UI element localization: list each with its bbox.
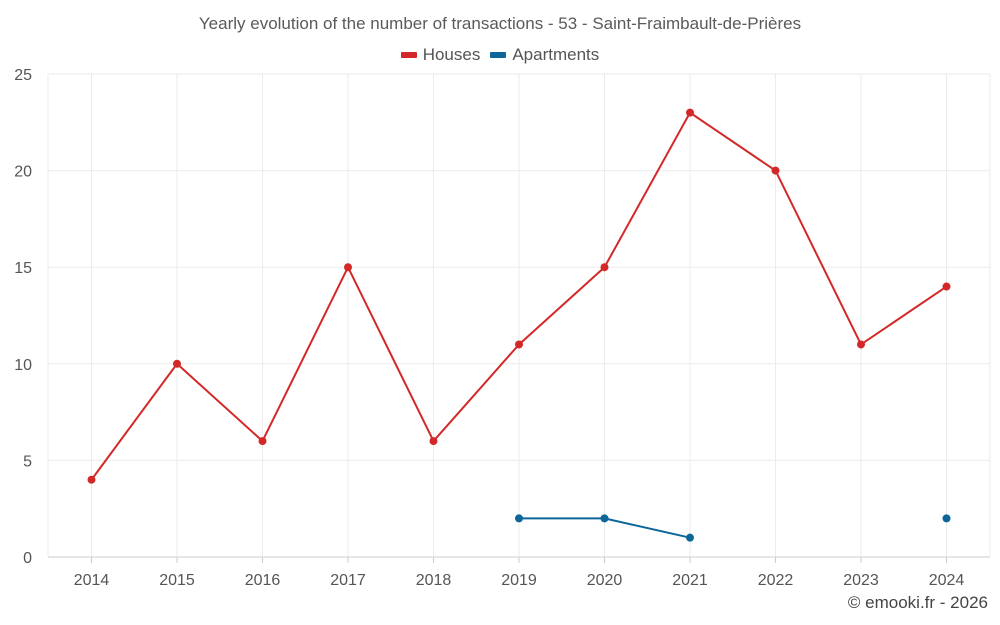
data-point-houses xyxy=(344,263,352,272)
data-point-apartments xyxy=(515,514,523,523)
x-tick-label: 2023 xyxy=(843,572,879,589)
data-point-houses xyxy=(600,263,609,272)
x-tick-label: 2017 xyxy=(330,572,366,589)
x-tick-label: 2018 xyxy=(416,572,452,589)
legend-swatch-houses xyxy=(400,52,417,58)
x-tick-label: 2019 xyxy=(501,572,537,589)
series-apartments xyxy=(515,514,951,542)
x-tick-label: 2015 xyxy=(159,572,195,589)
data-point-houses xyxy=(857,340,865,349)
y-tick-label: 15 xyxy=(14,260,32,277)
x-tick-label: 2020 xyxy=(587,572,623,589)
data-point-apartments xyxy=(600,514,609,523)
credit-text: © emooki.fr - 2026 xyxy=(847,593,988,612)
legend-label-apartments: Apartments xyxy=(512,45,600,64)
data-point-apartments xyxy=(942,514,951,523)
x-axis: 2014 2015 2016 2017 2018 2019 2020 2021 2022 2023… xyxy=(74,557,965,589)
data-point-houses xyxy=(771,166,780,175)
data-point-apartments xyxy=(686,533,694,542)
data-point-houses xyxy=(686,108,694,117)
legend-item-houses[interactable]: Houses xyxy=(400,45,481,65)
grid-lines xyxy=(47,73,991,558)
x-tick-label: 2022 xyxy=(758,572,794,589)
y-tick-label: 0 xyxy=(23,550,32,567)
data-point-houses xyxy=(942,282,951,291)
legend-item-apartments[interactable]: Apartments xyxy=(490,45,599,65)
data-point-houses xyxy=(173,359,181,368)
chart-title: Yearly evolution of the number of transa… xyxy=(198,14,802,33)
data-point-houses xyxy=(258,437,267,446)
data-point-houses xyxy=(515,340,523,349)
y-tick-label: 10 xyxy=(14,357,32,374)
legend-swatch-apartments xyxy=(490,52,507,58)
x-tick-label: 2021 xyxy=(672,572,708,589)
y-axis: 0 5 10 15 20 25 xyxy=(14,67,32,567)
series-houses xyxy=(87,108,951,484)
series-layer xyxy=(87,108,951,542)
y-tick-label: 25 xyxy=(14,67,32,84)
chart-legend: Houses Apartments xyxy=(0,45,1000,65)
data-point-houses xyxy=(87,475,96,484)
y-tick-label: 5 xyxy=(23,453,32,470)
data-point-houses xyxy=(429,437,438,446)
y-tick-label: 20 xyxy=(14,164,32,181)
x-tick-label: 2016 xyxy=(245,572,281,589)
legend-label-houses: Houses xyxy=(422,45,481,64)
x-tick-label: 2024 xyxy=(929,572,965,589)
x-tick-label: 2014 xyxy=(74,572,110,589)
